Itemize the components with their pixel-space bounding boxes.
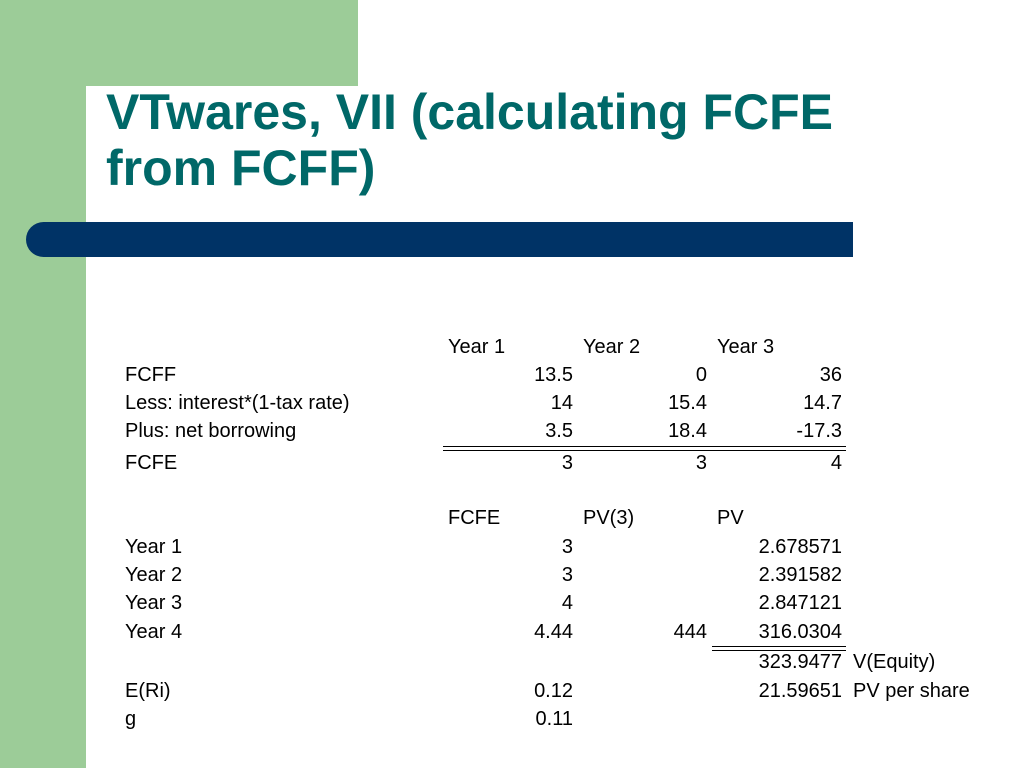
row-label-year-4: Year 4 — [125, 621, 183, 643]
row-label-eri: E(Ri) — [125, 680, 171, 702]
value-cell: -17.3 — [796, 420, 842, 442]
value-cell: 14 — [550, 392, 573, 414]
slide-title-line-2: from FCFF) — [106, 140, 376, 196]
value-cell: 4 — [830, 452, 842, 474]
double-underline — [712, 646, 846, 651]
value-cell: 4.44 — [534, 621, 573, 643]
header-year-1: Year 1 — [448, 336, 506, 358]
row-label-fcff: FCFF — [125, 364, 177, 386]
pv-per-share-note: PV per share — [853, 680, 970, 702]
value-cell: 3 — [561, 564, 573, 586]
value-cell: 2.678571 — [758, 536, 842, 558]
header-pv3: PV(3) — [583, 507, 635, 529]
content-panel — [86, 86, 1024, 768]
value-cell: 21.59651 — [758, 680, 842, 702]
header-year-3: Year 3 — [717, 336, 775, 358]
total-note: V(Equity) — [853, 651, 936, 673]
value-cell: 36 — [819, 364, 842, 386]
value-cell: 2.847121 — [758, 592, 842, 614]
value-cell: 3.5 — [545, 420, 573, 442]
header-year-2: Year 2 — [583, 336, 641, 358]
header-pv: PV — [717, 507, 744, 529]
double-underline — [443, 446, 846, 451]
value-cell: 3 — [695, 452, 707, 474]
value-cell: 0.12 — [534, 680, 573, 702]
value-cell: 3 — [561, 536, 573, 558]
value-cell: 0 — [695, 364, 707, 386]
top-green-band — [86, 0, 358, 86]
value-cell: 316.0304 — [758, 621, 842, 643]
slide-title-line-1: VTwares, VII (calculating FCFE — [106, 84, 834, 140]
value-cell: 15.4 — [668, 392, 707, 414]
value-cell: 3 — [561, 452, 573, 474]
row-label-fcfe: FCFE — [125, 452, 178, 474]
row-label-g: g — [125, 708, 137, 730]
left-green-band — [0, 0, 86, 768]
row-label-interest: Less: interest*(1-tax rate) — [125, 392, 350, 414]
row-label-year-2: Year 2 — [125, 564, 183, 586]
value-cell: 0.11 — [535, 708, 573, 730]
value-cell: 2.391582 — [758, 564, 842, 586]
value-cell: 13.5 — [534, 364, 573, 386]
value-cell: 4 — [561, 592, 573, 614]
header-fcfe: FCFE — [448, 507, 501, 529]
row-label-net-borrowing: Plus: net borrowing — [125, 420, 297, 442]
row-label-year-3: Year 3 — [125, 592, 183, 614]
value-cell: 18.4 — [668, 420, 707, 442]
title-underline-bar — [26, 222, 853, 257]
total-value: 323.9477 — [758, 651, 842, 673]
row-label-year-1: Year 1 — [125, 536, 183, 558]
slide-title: VTwares, VII (calculating FCFE from FCFF… — [106, 84, 986, 196]
value-cell: 444 — [673, 621, 707, 643]
value-cell: 14.7 — [803, 392, 842, 414]
